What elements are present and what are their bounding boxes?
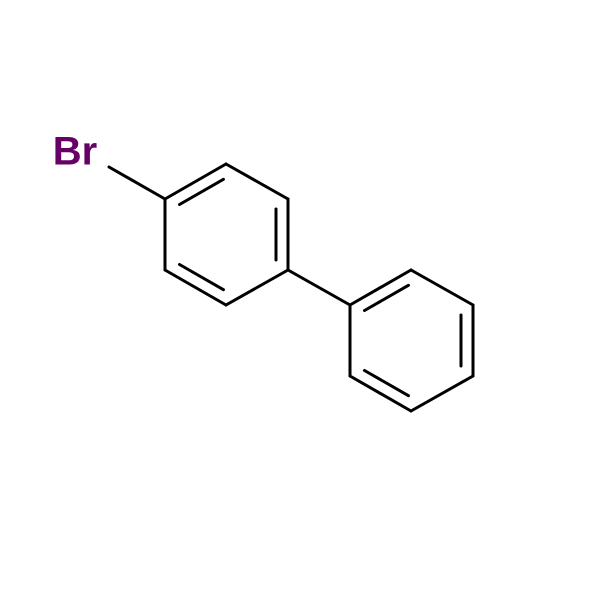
atom-label-br: Br	[53, 130, 97, 174]
bond-line	[411, 376, 473, 411]
bond-line	[226, 270, 288, 305]
bond-line	[288, 270, 350, 305]
molecule-diagram: Br	[0, 0, 600, 600]
bond-line	[365, 285, 409, 310]
bond-line	[180, 264, 224, 289]
bond-line	[365, 370, 409, 395]
bond-line	[226, 164, 288, 199]
bond-line	[411, 270, 473, 305]
bond-line	[180, 179, 224, 204]
bond-line	[109, 167, 165, 199]
